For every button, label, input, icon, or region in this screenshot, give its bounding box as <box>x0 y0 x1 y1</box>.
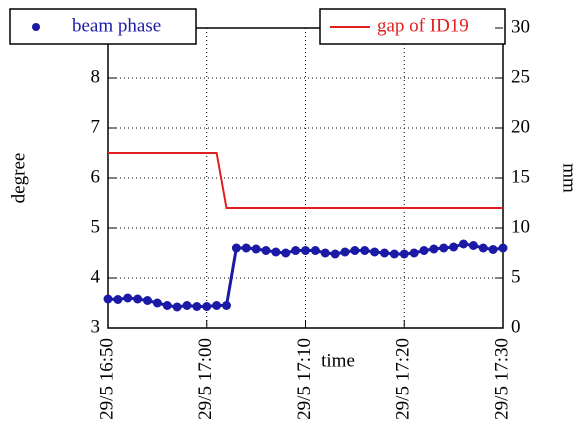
data-point <box>498 243 508 253</box>
y2-tick-label: 0 <box>511 316 521 337</box>
y2-tick-label: 5 <box>511 266 521 287</box>
series-line <box>108 152 503 209</box>
data-point <box>251 244 261 254</box>
data-point <box>212 301 222 310</box>
y-tick-label: 7 <box>91 116 101 137</box>
data-point <box>360 246 370 255</box>
data-point <box>370 247 380 257</box>
data-point <box>439 243 449 253</box>
legend-box <box>9 8 197 45</box>
data-point <box>301 246 310 255</box>
data-point <box>192 302 202 311</box>
y2-tick-label: 15 <box>511 166 530 187</box>
legend-marker <box>32 23 40 31</box>
x-tick-label: 29/5 17:00 <box>195 338 216 420</box>
data-point <box>222 301 231 310</box>
data-point <box>143 296 152 305</box>
data-point <box>281 248 291 258</box>
data-point <box>409 248 419 258</box>
y-tick-label: 4 <box>91 266 101 287</box>
data-point <box>103 294 113 304</box>
data-point <box>380 248 389 258</box>
y-axis-label: degree <box>8 153 29 204</box>
data-point <box>113 295 123 304</box>
data-point <box>152 298 162 308</box>
data-point <box>449 242 459 252</box>
data-point <box>340 247 350 257</box>
data-point <box>123 293 133 303</box>
data-point <box>162 301 172 310</box>
data-point <box>488 245 498 254</box>
y-tick-label: 5 <box>91 216 101 237</box>
y2-tick-label: 30 <box>511 16 530 37</box>
legend-label: beam phase <box>72 15 161 36</box>
data-point <box>261 246 271 255</box>
data-point <box>172 302 182 312</box>
data-point <box>478 243 488 253</box>
data-point <box>231 243 241 253</box>
y-tick-label: 6 <box>91 166 101 187</box>
data-point <box>241 243 251 253</box>
y-tick-label: 3 <box>91 316 101 337</box>
data-point <box>459 239 468 249</box>
data-point <box>320 248 330 258</box>
x-tick-label: 29/5 17:10 <box>294 338 315 420</box>
data-point <box>350 246 360 255</box>
data-point <box>291 246 301 255</box>
legend-label: gap of ID19 <box>377 15 469 36</box>
y2-tick-label: 25 <box>511 66 530 87</box>
data-point <box>271 247 281 257</box>
data-point <box>310 246 320 255</box>
x-tick-label: 29/5 16:50 <box>96 338 117 420</box>
data-point <box>419 246 429 255</box>
data-point <box>182 301 192 310</box>
data-point <box>389 249 399 259</box>
data-point <box>330 249 340 259</box>
y2-axis-label: mm <box>559 163 580 193</box>
data-point <box>468 241 478 250</box>
y2-tick-label: 10 <box>511 216 530 237</box>
data-point <box>133 294 143 304</box>
x-axis-label: time <box>321 350 355 371</box>
y2-tick-label: 20 <box>511 116 530 137</box>
data-point <box>399 249 409 259</box>
x-tick-label: 29/5 17:30 <box>491 338 512 420</box>
data-point <box>202 302 212 311</box>
data-point <box>429 244 439 254</box>
x-tick-label: 29/5 17:20 <box>393 338 414 420</box>
y-tick-label: 8 <box>91 66 101 87</box>
